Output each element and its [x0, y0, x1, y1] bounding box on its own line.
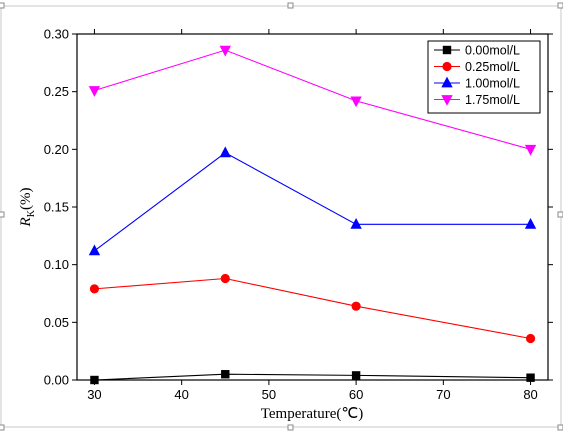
resize-handle[interactable] [0, 211, 5, 218]
series-1.75mol/L [88, 45, 537, 156]
legend-marker [442, 61, 452, 72]
data-point [351, 301, 361, 311]
data-point [221, 370, 230, 379]
series-layer [88, 45, 537, 385]
x-axis-title: Temperature(℃) [261, 406, 363, 422]
series-0.00mol/L [90, 370, 535, 385]
data-point [524, 217, 537, 229]
resize-handle[interactable] [0, 424, 5, 431]
series-1.00mol/L [88, 146, 537, 256]
y-tick-label: 0.05 [44, 315, 69, 330]
legend-marker [441, 95, 453, 106]
data-point [525, 333, 536, 344]
x-tick-label: 40 [174, 387, 188, 402]
series-line [94, 49, 531, 150]
data-point [89, 284, 100, 294]
y-tick-label: 0.25 [44, 84, 69, 99]
data-point [90, 375, 99, 385]
series-line [94, 373, 531, 381]
legend-label: 1.00mol/L [465, 77, 520, 91]
legend-label: 1.75mol/L [465, 93, 520, 107]
resize-handle[interactable] [0, 2, 5, 9]
y-axis-title-sub: K [26, 209, 37, 217]
data-point [526, 373, 535, 382]
x-tick-label: 30 [87, 387, 101, 402]
y-tick-label: 0.10 [44, 257, 69, 272]
data-point [219, 146, 231, 158]
legend: 0.00mol/L 0.25mol/L 1.00mol/L 1.75mol/L [427, 40, 541, 114]
y-tick-label: 0.30 [44, 27, 69, 42]
data-point [219, 45, 231, 57]
x-axis: 30 40 50 60 70 80 [87, 29, 538, 402]
x-tick-label: 50 [262, 387, 276, 402]
series-line [94, 152, 531, 252]
x-tick-label: 60 [349, 387, 363, 402]
legend-marker [441, 76, 453, 88]
y-tick-label: 0.15 [44, 200, 69, 215]
y-axis-title-unit: (%) [18, 188, 34, 211]
y-axis-title: RK(%) [18, 188, 37, 228]
resize-handle[interactable] [287, 424, 294, 431]
resize-handle[interactable] [287, 2, 294, 9]
resize-handle[interactable] [557, 2, 563, 9]
legend-label: 0.00mol/L [465, 44, 520, 58]
resize-handle[interactable] [557, 424, 563, 431]
data-point [524, 144, 537, 156]
data-point [351, 371, 361, 380]
data-point [88, 244, 101, 256]
y-axis: 0.00 0.05 0.10 0.15 0.20 0.25 0.30 [44, 27, 553, 388]
data-point [220, 273, 230, 284]
y-tick-label: 0.20 [44, 142, 69, 157]
series-0.25mol/L [89, 273, 536, 344]
data-point [350, 96, 362, 108]
series-line [94, 277, 531, 340]
legend-marker [442, 45, 452, 55]
y-tick-label: 0.00 [44, 373, 69, 388]
x-tick-label: 70 [436, 387, 450, 402]
data-point [350, 217, 362, 229]
x-tick-label: 80 [523, 387, 537, 402]
legend-label: 0.25mol/L [465, 60, 520, 74]
resize-handle[interactable] [557, 211, 563, 218]
y-axis-title-main: R [18, 217, 34, 227]
data-point [88, 86, 101, 97]
